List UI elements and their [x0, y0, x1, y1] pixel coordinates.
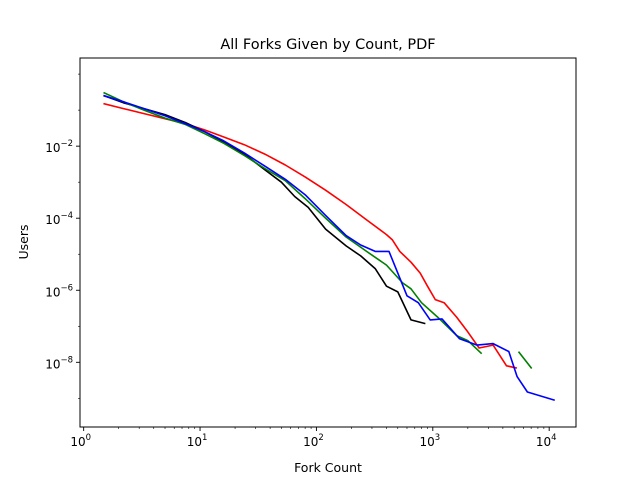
- y-tick-label: 10−8: [45, 355, 73, 371]
- x-tick-label: 103: [419, 433, 440, 449]
- series-line-4-segment-1: [103, 94, 555, 401]
- y-axis-ticks: 10−8 10−6 10−4 10−2: [45, 73, 80, 399]
- x-tick-label: 100: [70, 433, 91, 449]
- series-line-2-segment-1: [103, 94, 426, 325]
- y-axis-title: Users: [16, 224, 31, 259]
- series-line-3-segment-2: [517, 351, 533, 370]
- plot-area: [80, 58, 576, 427]
- x-axis-ticks: 100 101 102 103 104: [70, 427, 557, 449]
- chart-title: All Forks Given by Count, PDF: [220, 37, 435, 53]
- x-tick-label: 102: [303, 433, 324, 449]
- plot-frame: [79, 57, 577, 428]
- series-line-3-segment-1: [103, 91, 483, 355]
- x-axis-title: Fork Count: [294, 460, 362, 475]
- y-tick-label: 10−2: [45, 139, 73, 155]
- series-layer: [103, 91, 555, 401]
- y-tick-label: 10−6: [45, 283, 73, 299]
- x-tick-label: 101: [187, 433, 208, 449]
- x-tick-label: 104: [536, 433, 557, 449]
- y-tick-label: 10−4: [45, 211, 73, 227]
